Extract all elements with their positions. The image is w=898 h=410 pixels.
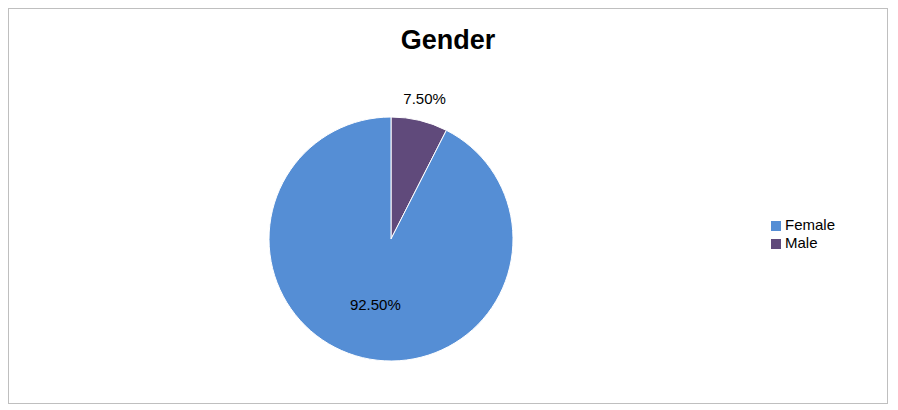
svg-text:92.50%: 92.50%	[350, 296, 401, 313]
html-text:Gender: Gender	[400, 25, 496, 55]
html-text:Male: Male	[785, 234, 818, 251]
html-text:Female: Female	[785, 216, 835, 233]
svg-text:7.50%: 7.50%	[403, 90, 446, 107]
